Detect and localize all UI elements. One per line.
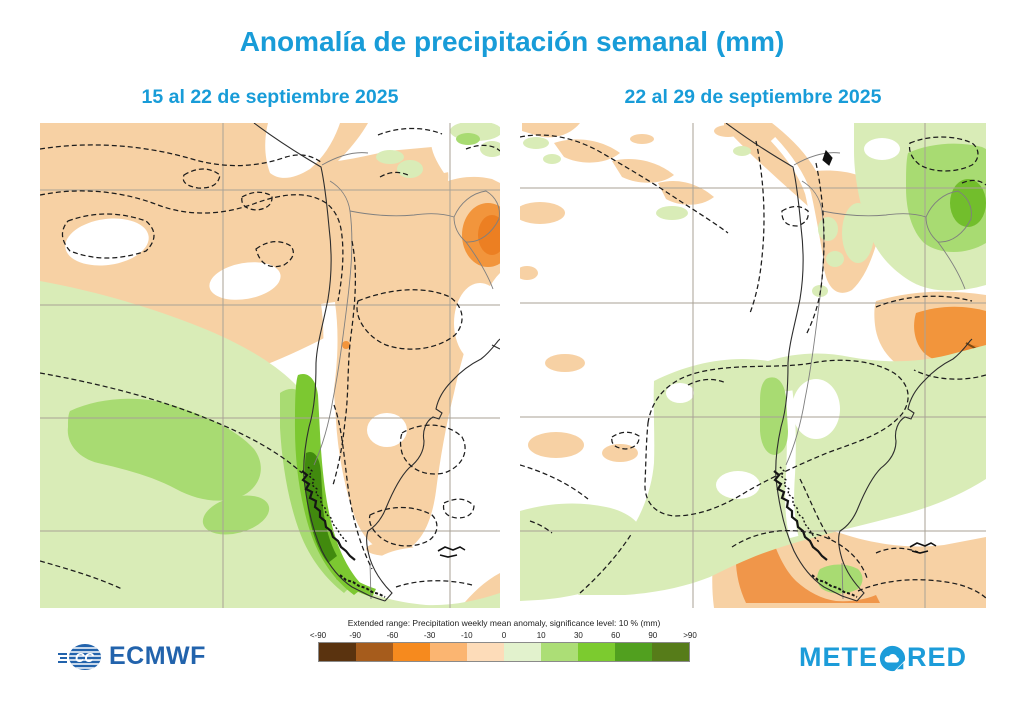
- legend-color-cell: [393, 643, 430, 661]
- falkland-islands: [437, 546, 466, 558]
- andes-crest-white: [770, 136, 824, 264]
- legend-tick-label: -60: [386, 631, 399, 640]
- country-borders: [785, 152, 972, 600]
- legend-color-cell: [430, 643, 467, 661]
- legend-tick-label: 30: [573, 631, 583, 640]
- svg-text:CC: CC: [75, 650, 94, 665]
- graticule: [40, 123, 500, 608]
- significance-contours: [40, 127, 500, 590]
- graticule: [520, 123, 986, 608]
- coastline: [253, 123, 500, 602]
- legend-color-cell: [319, 643, 356, 661]
- ecmwf-wordmark: ECMWF: [109, 642, 206, 670]
- meteored-logo: METE RED: [799, 642, 967, 673]
- legend-color-cell: [356, 643, 393, 661]
- legend-tick-label: >90: [683, 631, 697, 640]
- strong-negative-spots: [342, 203, 500, 349]
- fjord-coast-detail: [301, 466, 386, 598]
- legend-tick-label: 10: [536, 631, 546, 640]
- map-week1-svg: [40, 123, 500, 608]
- legend-tick-label: -30: [423, 631, 436, 640]
- country-borders: [313, 152, 500, 600]
- white-pocket-southeast: [373, 547, 477, 587]
- strong-positive-core: [950, 179, 986, 227]
- legend-tick-label: 0: [501, 631, 507, 640]
- map-legend: Extended range: Precipitation weekly mea…: [310, 618, 697, 662]
- fjord-coast-detail: [773, 466, 858, 598]
- ecmwf-logo: CC ECMWF: [58, 642, 206, 671]
- significance-contours: [520, 134, 986, 599]
- strong-positive-layer: [295, 373, 376, 597]
- map-week1: [40, 123, 500, 608]
- legend-title: Extended range: Precipitation weekly mea…: [347, 618, 661, 628]
- map-week2: [520, 123, 986, 608]
- meteored-wordmark-right: RED: [907, 642, 968, 672]
- legend-tick-label: <-90: [309, 631, 327, 640]
- legend-tick-label: -10: [461, 631, 473, 640]
- subtitle-week1: 15 al 22 de septiembre 2025: [141, 86, 399, 108]
- map-week2-svg: [520, 123, 986, 608]
- falkland-islands: [909, 542, 937, 554]
- legend-color-cell: [467, 643, 504, 661]
- legend-color-cell: [504, 643, 541, 661]
- subtitle-week2: 22 al 29 de septiembre 2025: [624, 86, 882, 108]
- meteored-wordmark-left: METE: [799, 642, 879, 672]
- page-title: Anomalía de precipitación semanal (mm): [239, 26, 785, 57]
- coastline: [725, 123, 973, 602]
- no-anomaly-holes: [65, 123, 500, 447]
- legend-color-cell: [578, 643, 615, 661]
- legend-color-cell: [541, 643, 578, 661]
- legend-tick-label: -90: [349, 631, 361, 640]
- ecmwf-globe-icon: CC: [58, 643, 101, 670]
- meteored-cloud-icon: [879, 645, 906, 672]
- legend-tick-label: 60: [611, 631, 621, 640]
- legend-color-cell: [615, 643, 652, 661]
- legend-tick-row: <-90 -90 -60 -30 -10 0 10 30 60 90 >90: [310, 631, 697, 642]
- legend-tick-label: 90: [648, 631, 658, 640]
- legend-colorbar: [318, 642, 690, 662]
- legend-color-cell: [652, 643, 689, 661]
